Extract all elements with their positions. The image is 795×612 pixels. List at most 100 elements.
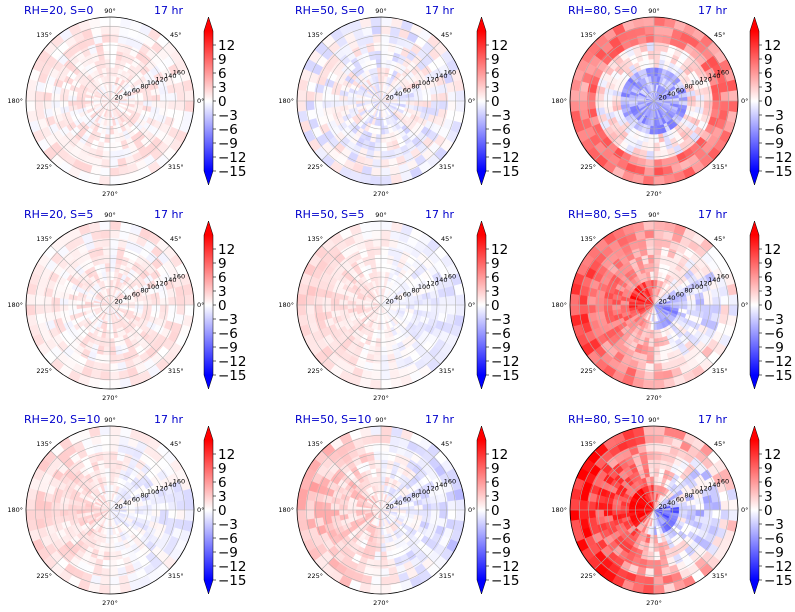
heatmap-cell: [430, 297, 441, 306]
heatmap-cell: [653, 450, 662, 461]
heatmap-cell: [330, 298, 340, 306]
heatmap-cell: [313, 100, 323, 110]
heatmap-cell: [455, 89, 466, 102]
angle-tick-label: 135°: [307, 440, 323, 448]
heatmap-cell: [369, 220, 382, 231]
heatmap-cell: [101, 159, 111, 169]
heatmap-cell: [603, 503, 613, 511]
heatmap-cell: [25, 509, 36, 522]
radial-tick-label: 60: [403, 290, 411, 298]
colorbar-outline: [203, 16, 214, 186]
heatmap-cell: [439, 501, 449, 511]
radial-tick-label: 100: [418, 283, 430, 291]
colorbar-tick-label: 12: [491, 242, 508, 258]
radial-tick-label: 120: [427, 76, 439, 84]
angular-gridline: [50, 245, 111, 306]
heatmap-cell: [380, 425, 393, 436]
colorbar-tick-label: −12: [218, 150, 247, 166]
heatmap-cell: [50, 509, 61, 518]
heatmap-cell: [373, 150, 382, 161]
heatmap-cell: [25, 293, 36, 306]
heatmap-cell: [313, 92, 323, 102]
heatmap-cell: [59, 94, 69, 102]
heatmap-cell: [687, 304, 697, 311]
heatmap-cell: [653, 559, 662, 570]
heatmap-cell: [50, 304, 61, 313]
heatmap-cell: [380, 262, 387, 272]
heatmap-cell: [102, 41, 111, 52]
panel-title: RH=80, S=10: [568, 413, 644, 426]
panel-time-label: 17 hr: [698, 413, 727, 426]
heatmap-cell: [712, 501, 722, 511]
radial-tick-label: 20: [114, 502, 122, 510]
colorbar-tick-label: −6: [218, 122, 238, 138]
heatmap-cell: [642, 175, 655, 186]
polar-panel: 20 40 60 801001201401600°45°90°135°180°225°…: [551, 208, 792, 402]
heatmap-cell: [50, 93, 61, 102]
heatmap-cell: [168, 501, 178, 511]
heatmap-cell: [380, 58, 387, 68]
heatmap-cell: [380, 442, 390, 452]
angle-tick-label: 315°: [712, 572, 728, 580]
colorbar-tick-label: 12: [764, 38, 781, 54]
heatmap-cell: [373, 450, 382, 461]
colorbar-tick-label: −3: [491, 108, 511, 124]
radial-tick-label: 60: [676, 86, 684, 94]
heatmap-cell: [653, 33, 663, 43]
heatmap-cell: [703, 509, 714, 518]
heatmap-cell: [42, 304, 52, 314]
heatmap-cell: [168, 296, 178, 306]
heatmap-cells: [296, 16, 466, 186]
panel-title: RH=80, S=5: [568, 208, 637, 221]
heatmap-cell: [313, 509, 323, 519]
angle-tick-label: 270°: [646, 599, 662, 607]
heatmap-cell: [653, 467, 660, 477]
heatmap-cell: [104, 134, 111, 144]
heatmap-cell: [653, 220, 666, 231]
heatmap-cell: [109, 262, 116, 272]
colorbar-extend-min: [477, 375, 486, 389]
colorbar-tick-label: −15: [764, 368, 793, 384]
heatmap-cell: [712, 100, 722, 110]
radial-tick-label: 120: [156, 76, 168, 84]
heatmap-cell: [109, 245, 118, 256]
heatmap-cell: [695, 100, 705, 108]
heatmap-cell: [321, 93, 332, 102]
heatmap-cell: [168, 92, 178, 102]
colorbar-tick-label: −3: [218, 312, 238, 328]
heatmap-cell: [42, 509, 52, 519]
heatmap-cell: [296, 498, 307, 511]
heatmap-cell: [594, 502, 605, 511]
polar-panel: 20 40 60 801001201401600°45°90°135°180°225°…: [7, 413, 246, 607]
heatmap-cell: [42, 92, 52, 102]
heatmap-cell: [184, 304, 195, 317]
heatmap-cell: [159, 93, 170, 102]
angle-tick-label: 135°: [36, 235, 52, 243]
colorbar-extend-min: [750, 580, 759, 594]
radial-tick-label: 80: [140, 83, 148, 91]
heatmap-cell: [42, 501, 52, 511]
heatmap-cell: [728, 89, 739, 102]
colorbar-tick-label: −15: [218, 573, 247, 589]
heatmap-cell: [109, 425, 122, 436]
heatmap-cell: [313, 304, 323, 314]
radial-tick-label: 20: [385, 93, 393, 101]
radial-tick-label: 140: [164, 276, 176, 284]
heatmap-cell: [648, 543, 655, 553]
colorbar-tick-label: −9: [491, 136, 511, 152]
angle-tick-label: 180°: [551, 301, 567, 309]
angle-tick-label: 225°: [307, 572, 323, 580]
heatmap-cell: [439, 304, 449, 314]
angle-tick-label: 225°: [307, 367, 323, 375]
heatmap-cell: [109, 16, 122, 27]
heatmap-cell: [159, 509, 170, 518]
heatmap-cell: [653, 50, 661, 60]
colorbar-outline: [476, 220, 487, 390]
heatmap-cell: [653, 175, 666, 186]
heatmap-cell: [143, 100, 153, 107]
heatmap-cell: [653, 425, 666, 436]
heatmap-cell: [159, 100, 170, 109]
angle-tick-label: 180°: [7, 506, 23, 514]
heatmap-cell: [422, 100, 432, 108]
